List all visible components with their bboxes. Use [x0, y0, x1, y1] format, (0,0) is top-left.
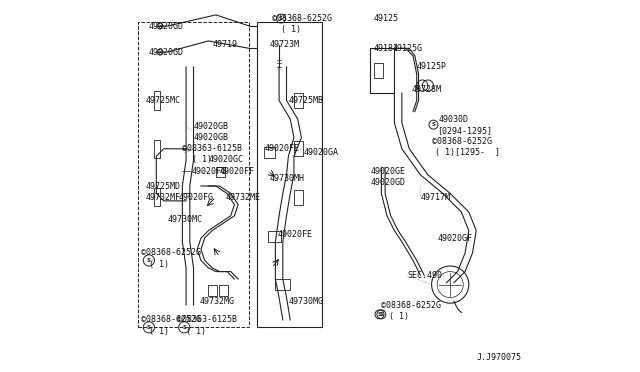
Text: ©08363-6125B: ©08363-6125B [177, 315, 237, 324]
Text: 49020GE: 49020GE [370, 167, 405, 176]
Text: 49030D: 49030D [439, 115, 469, 124]
Text: 49020FG: 49020FG [191, 167, 227, 176]
Bar [374, 63, 383, 78]
Text: ©08363-6125B: ©08363-6125B [182, 144, 243, 153]
Text: 49020FE: 49020FE [264, 144, 300, 153]
Text: ©08368-6252G: ©08368-6252G [431, 137, 492, 146]
Text: 49181: 49181 [374, 44, 399, 53]
Text: S: S [431, 122, 435, 127]
Text: 49020FF: 49020FF [220, 167, 255, 176]
Text: 49719: 49719 [212, 40, 237, 49]
Bar [257, 22, 322, 327]
Text: SEC.490: SEC.490 [408, 271, 442, 280]
Text: ©08368-6252G: ©08368-6252G [271, 14, 332, 23]
Bar [219, 285, 228, 296]
Text: [0294-1295]: [0294-1295] [437, 126, 492, 135]
Bar [264, 147, 275, 158]
Bar [207, 285, 216, 296]
Text: 49732MG: 49732MG [199, 297, 234, 306]
Text: 49125P: 49125P [417, 62, 447, 71]
Text: 49723M: 49723M [270, 40, 300, 49]
Text: 49732ME: 49732ME [225, 193, 260, 202]
Text: 49020GD: 49020GD [149, 48, 184, 57]
Text: S: S [380, 312, 383, 317]
Text: 49020GD: 49020GD [149, 22, 184, 31]
Text: S: S [378, 312, 381, 317]
Bar [294, 141, 303, 156]
Text: 49728M: 49728M [411, 85, 441, 94]
Text: 49725MB: 49725MB [289, 96, 323, 105]
Text: 49730MC: 49730MC [168, 215, 202, 224]
Text: 49020GA: 49020GA [303, 148, 339, 157]
Text: S: S [279, 16, 283, 21]
Text: ©08368-6252G: ©08368-6252G [141, 248, 202, 257]
Text: 49020FG: 49020FG [179, 193, 214, 202]
Text: 49020FE: 49020FE [277, 230, 312, 239]
Bar [138, 22, 250, 327]
Text: 49725MC: 49725MC [145, 96, 180, 105]
Bar [294, 190, 303, 205]
Text: 49732MF: 49732MF [145, 193, 180, 202]
Text: S: S [147, 258, 151, 263]
Text: 49020GD: 49020GD [370, 178, 405, 187]
Text: S: S [182, 325, 186, 330]
Text: 49020GC: 49020GC [209, 155, 243, 164]
Text: ( 1): ( 1) [149, 260, 169, 269]
Text: S: S [147, 325, 151, 330]
Text: ©08368-6252G: ©08368-6252G [141, 315, 202, 324]
Text: ( 1): ( 1) [191, 155, 212, 164]
Text: 49020GB: 49020GB [193, 122, 228, 131]
Bar [275, 279, 291, 290]
Bar [216, 167, 225, 177]
Text: ©08368-6252G: ©08368-6252G [381, 301, 442, 310]
Text: ( 1): ( 1) [389, 312, 409, 321]
Text: ( 1): ( 1) [186, 327, 206, 336]
Text: ( 1): ( 1) [149, 327, 169, 336]
Text: J.J970075: J.J970075 [476, 353, 521, 362]
Text: 49725MD: 49725MD [145, 182, 180, 190]
Bar [154, 188, 160, 206]
Bar [154, 140, 160, 158]
Text: 49730MG: 49730MG [289, 297, 323, 306]
Bar [268, 231, 281, 242]
Bar [370, 48, 394, 93]
Text: 49717M: 49717M [420, 193, 451, 202]
Text: 49125: 49125 [374, 14, 399, 23]
Bar [154, 91, 160, 110]
Text: ( 1): ( 1) [281, 25, 301, 34]
Text: 49020GB: 49020GB [193, 133, 228, 142]
Text: 49730MH: 49730MH [270, 174, 305, 183]
Text: 49020GF: 49020GF [437, 234, 472, 243]
Text: 49125G: 49125G [392, 44, 422, 53]
Bar [294, 93, 303, 108]
Text: ( 1)[1295-  ]: ( 1)[1295- ] [435, 148, 500, 157]
